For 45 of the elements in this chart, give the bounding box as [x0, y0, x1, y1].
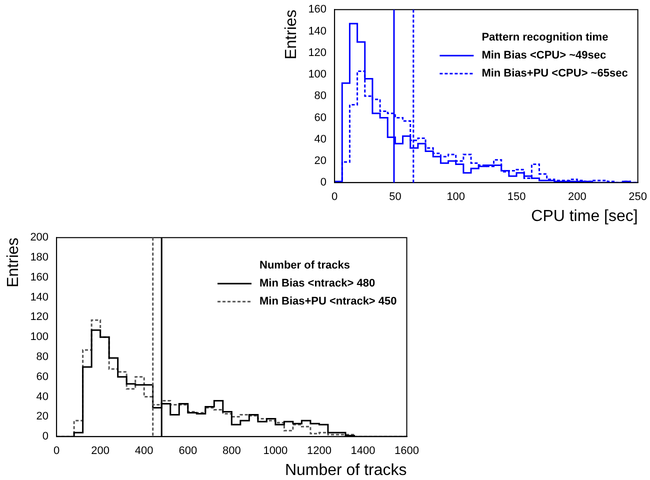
x-tick-label: 0	[53, 445, 60, 458]
y-tick-label: 100	[308, 68, 327, 81]
y-tick-label: 60	[36, 370, 49, 383]
y-tick-label: 100	[30, 331, 49, 344]
y-axis-title: Entries	[5, 238, 22, 288]
y-tick-label: 80	[36, 351, 49, 364]
x-tick-label: 1200	[306, 445, 332, 458]
legend-title: Pattern recognition time	[482, 32, 608, 44]
x-axis-title: CPU time [sec]	[531, 208, 638, 225]
legend-label: Min Bias <CPU> ~49sec	[482, 50, 606, 62]
y-tick-label: 180	[30, 252, 49, 264]
y-tick-label: 200	[30, 232, 49, 244]
y-axis-title: Entries	[283, 10, 300, 60]
y-tick-label: 160	[308, 4, 327, 16]
x-tick-label: 600	[178, 445, 198, 458]
x-tick-label: 200	[568, 191, 586, 204]
y-tick-label: 20	[314, 155, 327, 168]
x-tick-label: 1000	[263, 445, 288, 458]
y-tick-label: 20	[36, 410, 49, 423]
y-tick-label: 140	[308, 25, 327, 38]
y-tick-label: 120	[308, 46, 327, 59]
x-tick-label: 0	[331, 191, 338, 204]
legend-label: Min Bias+PU <CPU> ~65sec	[482, 68, 628, 80]
x-tick-label: 1600	[394, 445, 420, 458]
y-tick-label: 40	[36, 390, 49, 403]
y-tick-label: 120	[30, 311, 49, 324]
y-tick-label: 40	[314, 133, 327, 146]
x-tick-label: 400	[134, 445, 154, 458]
y-tick-label: 160	[30, 271, 49, 284]
y-tick-label: 140	[30, 291, 49, 304]
x-tick-label: 800	[222, 445, 241, 458]
legend-label: Min Bias+PU <ntrack> 450	[260, 296, 397, 308]
x-tick-label: 50	[389, 191, 402, 204]
x-tick-label: 200	[91, 445, 110, 458]
y-tick-label: 0	[320, 176, 327, 189]
y-tick-label: 0	[42, 430, 49, 443]
legend-title: Number of tracks	[260, 260, 350, 272]
legend-label: Min Bias <ntrack> 480	[260, 278, 376, 290]
y-tick-label: 80	[314, 90, 327, 102]
x-tick-label: 100	[446, 191, 466, 204]
x-tick-label: 1400	[350, 445, 376, 458]
x-axis-title: Number of tracks	[284, 462, 407, 479]
x-tick-label: 150	[507, 191, 526, 204]
y-tick-label: 60	[314, 112, 327, 124]
x-tick-label: 250	[628, 191, 648, 204]
